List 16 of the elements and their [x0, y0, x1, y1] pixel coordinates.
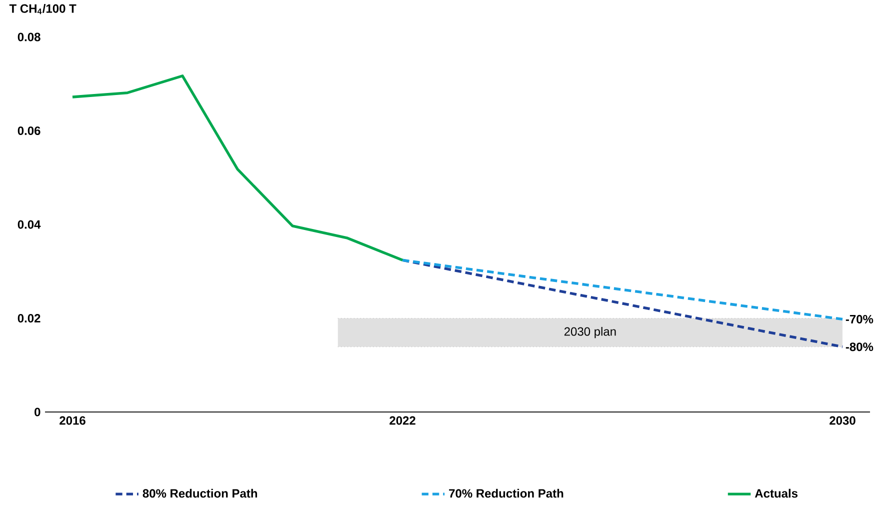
y-tick-label: 0 — [34, 408, 40, 416]
line-series — [71, 74, 404, 262]
y-axis-title: T CH$_{4}$/100 T — [9, 4, 76, 14]
y-tick-label: 0.02 — [18, 314, 40, 323]
y-tick-label: 0.04 — [18, 220, 41, 229]
legend-label: 70% Reduction Path — [449, 488, 564, 498]
y-tick-label: 0.06 — [18, 126, 40, 136]
legend-label: Actuals — [754, 488, 798, 498]
x-tick-label: 2030 — [830, 416, 856, 425]
legend-label: 80% Reduction Path — [142, 488, 258, 498]
band-label: 2030 plan — [564, 326, 616, 338]
x-tick-label: 2016 — [60, 416, 86, 425]
annotation: -80% — [846, 342, 874, 352]
y-tick-label: 0.08 — [18, 32, 40, 42]
annotation: -70% — [846, 314, 874, 324]
x-tick-label: 2022 — [390, 416, 416, 425]
